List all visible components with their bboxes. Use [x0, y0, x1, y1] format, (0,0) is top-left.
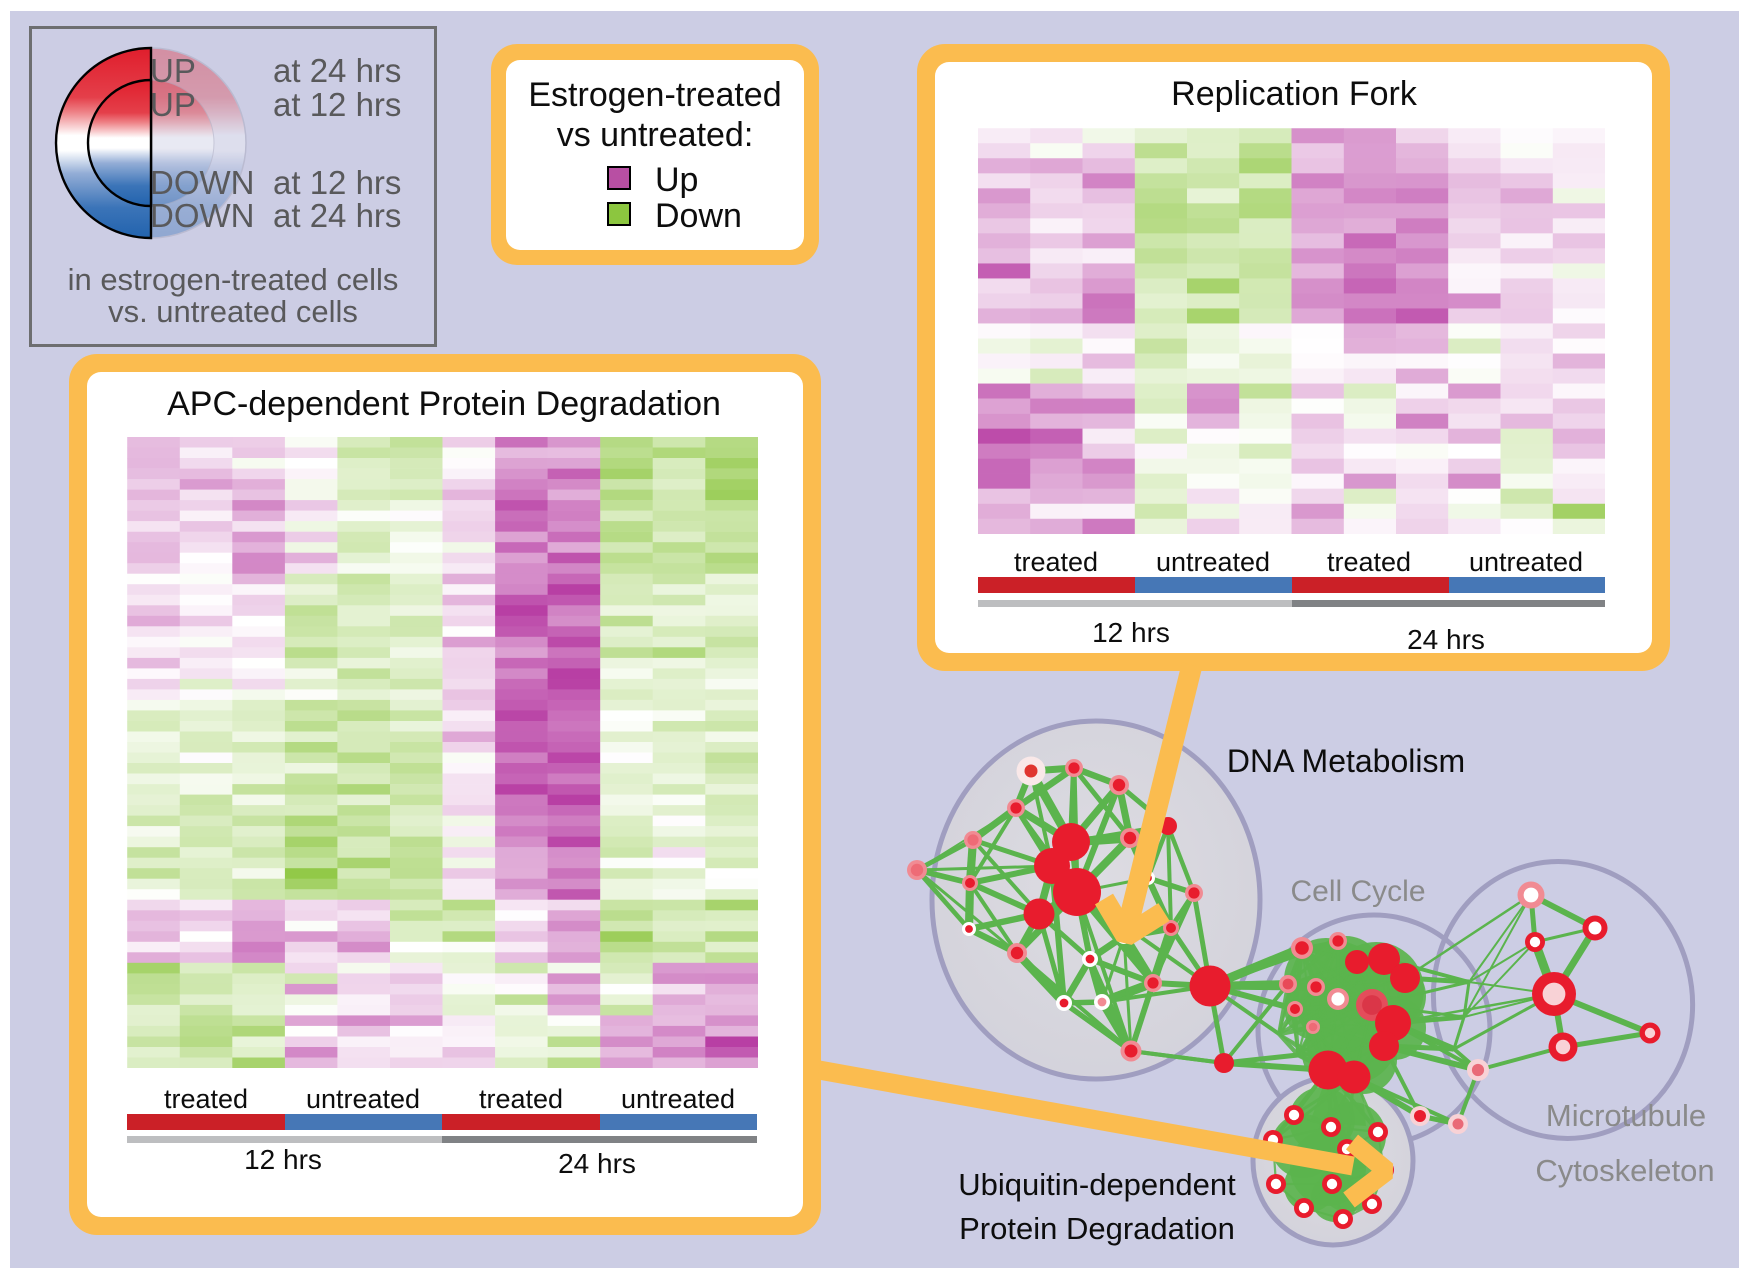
svg-text:UP: UP [150, 86, 196, 123]
svg-text:UP: UP [150, 52, 196, 89]
svg-text:DOWN: DOWN [150, 197, 254, 234]
svg-text:Cell Cycle: Cell Cycle [1290, 875, 1425, 908]
svg-text:Ubiquitin-dependent: Ubiquitin-dependent [958, 1167, 1236, 1202]
svg-text:at 24 hrs: at 24 hrs [273, 52, 401, 89]
svg-text:DNA Metabolism: DNA Metabolism [1227, 743, 1465, 779]
svg-text:in estrogen-treated cells: in estrogen-treated cells [68, 262, 399, 297]
svg-text:at 12 hrs: at 12 hrs [273, 164, 401, 201]
svg-text:at 24 hrs: at 24 hrs [273, 197, 401, 234]
svg-text:vs. untreated cells: vs. untreated cells [108, 294, 358, 329]
svg-text:Microtubule: Microtubule [1546, 1098, 1706, 1133]
svg-text:at 12 hrs: at 12 hrs [273, 86, 401, 123]
svg-text:Protein Degradation: Protein Degradation [959, 1211, 1235, 1246]
svg-text:DOWN: DOWN [150, 164, 254, 201]
svg-text:Cytoskeleton: Cytoskeleton [1535, 1153, 1714, 1188]
